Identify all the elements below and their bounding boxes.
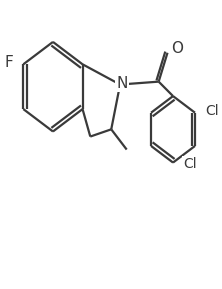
Text: F: F <box>5 55 13 70</box>
Text: N: N <box>117 76 128 90</box>
Text: Cl: Cl <box>183 157 196 171</box>
Text: Cl: Cl <box>205 104 218 118</box>
Text: O: O <box>171 41 183 56</box>
